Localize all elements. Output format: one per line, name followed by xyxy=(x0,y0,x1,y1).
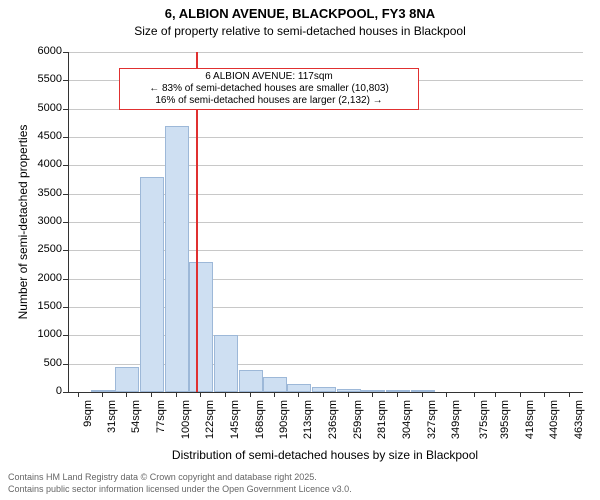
histogram-bar xyxy=(386,390,410,392)
gridline xyxy=(69,52,583,53)
histogram-bar xyxy=(239,370,263,392)
x-tick-label: 418sqm xyxy=(524,400,536,450)
y-tick-label: 2000 xyxy=(26,272,62,284)
x-tick xyxy=(569,392,570,397)
histogram-bar xyxy=(91,390,115,392)
x-axis-label: Distribution of semi-detached houses by … xyxy=(68,448,582,462)
x-tick xyxy=(274,392,275,397)
x-tick-label: 304sqm xyxy=(401,400,413,450)
y-tick-label: 500 xyxy=(26,357,62,369)
y-tick xyxy=(63,307,68,308)
y-tick xyxy=(63,364,68,365)
x-tick-label: 463sqm xyxy=(573,400,585,450)
gridline xyxy=(69,137,583,138)
x-tick xyxy=(176,392,177,397)
histogram-bar xyxy=(165,126,189,392)
annotation-line3: 16% of semi-detached houses are larger (… xyxy=(124,95,414,107)
chart-container: 6, ALBION AVENUE, BLACKPOOL, FY3 8NA Siz… xyxy=(0,0,600,500)
x-tick-label: 145sqm xyxy=(229,400,241,450)
y-tick-label: 4500 xyxy=(26,130,62,142)
y-tick xyxy=(63,392,68,393)
y-tick xyxy=(63,109,68,110)
annotation-box: 6 ALBION AVENUE: 117sqm ← 83% of semi-de… xyxy=(119,68,419,110)
x-tick xyxy=(495,392,496,397)
x-tick-label: 168sqm xyxy=(254,400,266,450)
histogram-bar xyxy=(287,384,311,392)
x-tick xyxy=(446,392,447,397)
x-tick xyxy=(225,392,226,397)
x-tick xyxy=(397,392,398,397)
x-tick-label: 259sqm xyxy=(352,400,364,450)
x-tick xyxy=(348,392,349,397)
x-tick-label: 281sqm xyxy=(376,400,388,450)
x-tick-label: 190sqm xyxy=(278,400,290,450)
histogram-bar xyxy=(361,390,385,392)
footer-line-2: Contains public sector information licen… xyxy=(8,484,352,494)
x-tick xyxy=(200,392,201,397)
x-tick xyxy=(323,392,324,397)
x-tick-label: 31sqm xyxy=(106,400,118,450)
histogram-bar xyxy=(337,389,361,392)
y-tick-label: 0 xyxy=(26,385,62,397)
y-tick-label: 3000 xyxy=(26,215,62,227)
y-tick xyxy=(63,165,68,166)
y-tick-label: 3500 xyxy=(26,187,62,199)
y-tick xyxy=(63,250,68,251)
plot-area: 6 ALBION AVENUE: 117sqm ← 83% of semi-de… xyxy=(68,52,583,393)
x-tick-label: 54sqm xyxy=(130,400,142,450)
histogram-bar xyxy=(263,377,287,392)
x-tick xyxy=(250,392,251,397)
gridline xyxy=(69,165,583,166)
y-tick xyxy=(63,222,68,223)
x-tick xyxy=(126,392,127,397)
y-tick xyxy=(63,279,68,280)
histogram-bar xyxy=(140,177,164,392)
chart-title: 6, ALBION AVENUE, BLACKPOOL, FY3 8NA xyxy=(0,6,600,21)
x-tick-label: 327sqm xyxy=(426,400,438,450)
x-tick-label: 349sqm xyxy=(450,400,462,450)
x-tick-label: 440sqm xyxy=(548,400,560,450)
y-tick-label: 5000 xyxy=(26,102,62,114)
x-tick xyxy=(474,392,475,397)
y-tick-label: 2500 xyxy=(26,243,62,255)
x-tick xyxy=(372,392,373,397)
y-tick-label: 4000 xyxy=(26,158,62,170)
x-tick xyxy=(151,392,152,397)
x-tick-label: 213sqm xyxy=(302,400,314,450)
y-tick-label: 5500 xyxy=(26,73,62,85)
x-tick-label: 9sqm xyxy=(82,400,94,450)
y-tick xyxy=(63,52,68,53)
x-tick-label: 375sqm xyxy=(478,400,490,450)
y-tick-label: 1000 xyxy=(26,328,62,340)
histogram-bar xyxy=(214,335,238,392)
x-tick xyxy=(78,392,79,397)
x-tick xyxy=(544,392,545,397)
x-tick xyxy=(422,392,423,397)
histogram-bar xyxy=(312,387,336,392)
histogram-bar xyxy=(115,367,139,393)
x-tick-label: 77sqm xyxy=(155,400,167,450)
x-tick xyxy=(102,392,103,397)
x-tick-label: 395sqm xyxy=(499,400,511,450)
y-tick-label: 6000 xyxy=(26,45,62,57)
chart-subtitle: Size of property relative to semi-detach… xyxy=(0,24,600,38)
x-tick-label: 122sqm xyxy=(204,400,216,450)
histogram-bar xyxy=(189,262,213,392)
y-tick-label: 1500 xyxy=(26,300,62,312)
y-tick xyxy=(63,335,68,336)
footer-line-1: Contains HM Land Registry data © Crown c… xyxy=(8,472,317,482)
x-tick-label: 236sqm xyxy=(327,400,339,450)
x-tick-label: 100sqm xyxy=(180,400,192,450)
x-tick xyxy=(298,392,299,397)
histogram-bar xyxy=(411,390,435,392)
annotation-line2: ← 83% of semi-detached houses are smalle… xyxy=(124,83,414,95)
x-tick xyxy=(520,392,521,397)
y-tick xyxy=(63,80,68,81)
annotation-line1: 6 ALBION AVENUE: 117sqm xyxy=(124,71,414,83)
y-tick xyxy=(63,194,68,195)
y-tick xyxy=(63,137,68,138)
